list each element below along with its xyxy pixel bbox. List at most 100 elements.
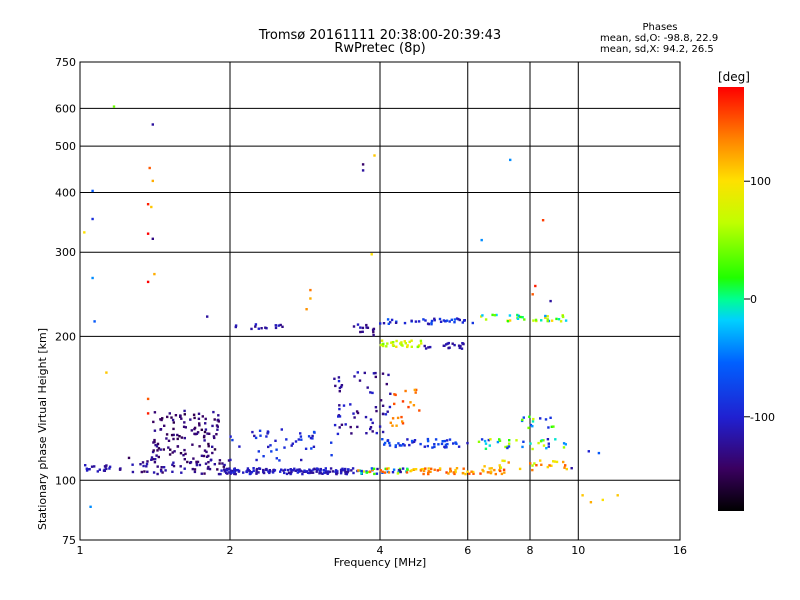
data-point [206,467,210,470]
data-point [531,468,534,472]
data-point [193,416,196,420]
chart-subtitle: RwPretec (8p) [334,41,426,56]
data-point [545,447,548,450]
data-point [546,438,550,441]
data-point [193,432,196,436]
data-point [414,391,417,394]
data-point [225,471,228,475]
data-point [541,219,545,222]
data-point [549,416,552,419]
data-point [552,460,555,463]
data-point [309,436,313,440]
data-point [232,470,236,474]
data-point [341,469,344,472]
data-point [528,415,531,418]
data-point [460,347,464,350]
data-point [161,417,164,420]
colorbar-tick-label: -100 [750,411,775,424]
data-point [170,433,174,437]
data-point [118,468,122,471]
data-point [472,470,475,474]
data-point [539,459,542,462]
data-point [516,313,519,317]
data-point [368,470,372,473]
data-point [410,439,414,443]
data-point [461,472,465,475]
data-point [413,388,416,392]
data-point [366,386,369,389]
data-point [127,456,131,460]
data-point [360,469,363,473]
data-point [155,454,158,457]
data-point [182,454,185,457]
data-point [84,464,87,467]
data-point [499,469,502,473]
data-point [213,448,217,451]
data-point [207,454,210,458]
data-point [176,437,179,441]
data-point [562,446,566,449]
data-point [155,445,159,448]
data-point [446,342,449,345]
data-point [318,469,321,473]
data-point [319,467,322,471]
data-point [105,371,108,374]
data-point [533,462,536,465]
data-point [400,415,403,419]
data-point [381,372,385,375]
data-point [433,319,436,322]
data-point [362,470,365,473]
data-point [484,442,488,445]
data-point [213,463,216,466]
data-point [542,439,545,442]
data-point [481,314,484,317]
data-point [204,422,207,425]
data-point [408,340,411,344]
data-point [356,371,359,374]
data-point [521,316,524,319]
data-point [216,468,219,471]
data-point [388,444,392,447]
data-point [312,445,316,448]
data-point [564,319,568,322]
data-point [299,469,302,472]
data-point [443,439,446,443]
data-point [152,458,155,461]
data-point [540,463,543,466]
data-point [279,323,282,327]
data-point [267,445,270,449]
data-point [146,280,150,284]
data-point [280,468,283,471]
data-point [172,433,175,437]
data-point [297,438,300,441]
data-point [152,471,156,474]
data-point [419,469,423,472]
data-point [169,448,172,451]
data-point [391,343,395,347]
data-point [358,379,362,382]
data-point [212,410,215,414]
data-point [531,293,534,296]
data-point [529,442,532,445]
data-point [401,420,404,423]
data-point [372,372,376,375]
data-point [346,471,349,474]
data-point [426,444,429,448]
data-point [283,471,286,475]
data-point [257,327,260,330]
data-point [407,405,410,409]
data-point [259,434,262,437]
data-point [269,444,272,447]
data-point [371,391,374,395]
data-point [422,469,426,472]
data-point [406,438,409,441]
data-point [369,418,373,421]
data-point [179,414,182,417]
data-point [340,470,343,474]
data-point [429,345,432,349]
data-point [403,444,406,447]
data-point [412,440,416,443]
data-point [223,463,226,467]
data-point [529,423,533,427]
data-point [392,468,396,471]
